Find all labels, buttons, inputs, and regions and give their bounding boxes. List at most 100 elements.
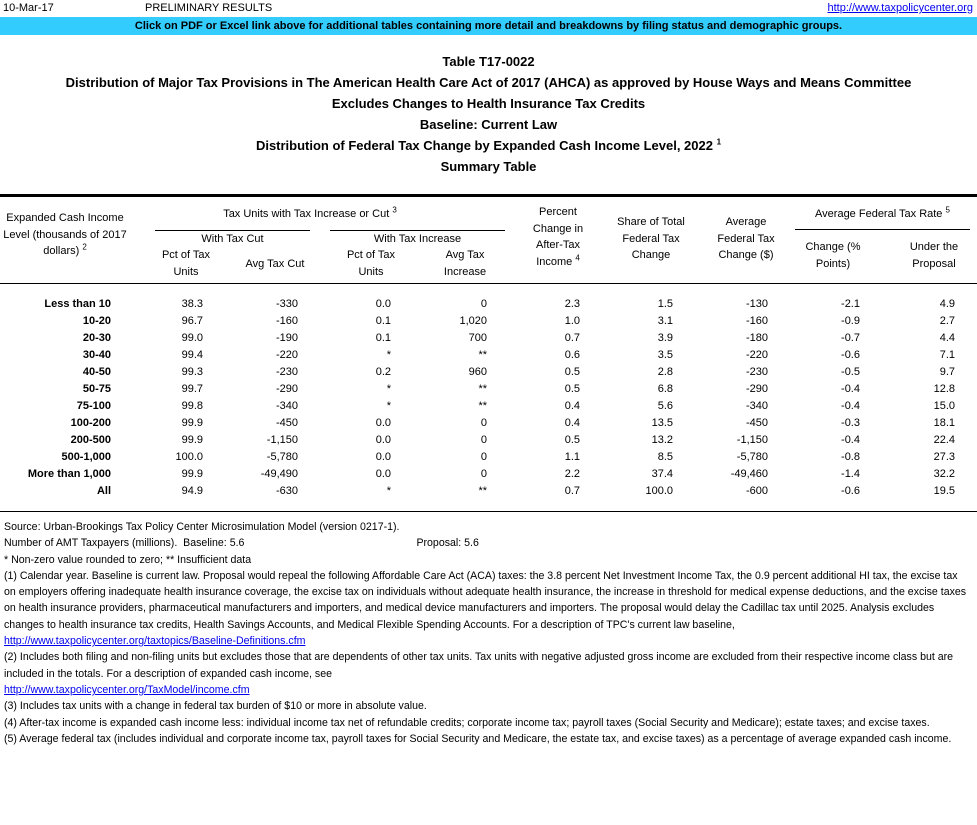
col-header-text: Percent Change in After-Tax Income xyxy=(532,206,584,268)
cell: -0.9 xyxy=(841,315,860,327)
cell: 0 xyxy=(480,298,487,310)
cell: 2.3 xyxy=(564,298,580,310)
row-label: 100-200 xyxy=(70,417,111,429)
title-line: Summary Table xyxy=(0,159,977,174)
cell: 2.7 xyxy=(939,315,955,327)
col-header: Average Federal Tax Change ($) xyxy=(717,216,775,261)
cell: -290 xyxy=(745,383,768,395)
cell: -630 xyxy=(275,485,298,497)
row-label: 30-40 xyxy=(82,349,111,361)
cell: 99.0 xyxy=(181,332,203,344)
cell: 100.0 xyxy=(175,451,203,463)
cell: -160 xyxy=(745,315,768,327)
row-label: 20-30 xyxy=(82,332,111,344)
cell: 0 xyxy=(480,451,487,463)
note-link[interactable]: http://www.taxpolicycenter.org/taxtopics… xyxy=(4,635,306,648)
cell: 99.9 xyxy=(181,417,203,429)
cell: 6.8 xyxy=(657,383,673,395)
cell: 0.0 xyxy=(375,451,391,463)
row-label: 10-20 xyxy=(82,315,111,327)
cell: 37.4 xyxy=(651,468,673,480)
cell: -450 xyxy=(745,417,768,429)
cell: -130 xyxy=(745,298,768,310)
cell: 700 xyxy=(468,332,487,344)
title-line: Table T17-0022 xyxy=(0,54,977,69)
cell: 0.0 xyxy=(375,417,391,429)
cell: 100.0 xyxy=(645,485,673,497)
group-header: Tax Units with Tax Increase or Cut 3 xyxy=(150,206,470,223)
cell: -160 xyxy=(275,315,298,327)
cell: -5,780 xyxy=(736,451,768,463)
row-label: 200-500 xyxy=(70,434,111,446)
cell: 0.5 xyxy=(564,383,580,395)
rule xyxy=(0,283,977,284)
cell: 0.1 xyxy=(375,315,391,327)
cell: 0 xyxy=(480,468,487,480)
cell: -2.1 xyxy=(841,298,860,310)
title-text: Baseline: Current Law xyxy=(419,117,558,132)
amt-line: Number of AMT Taxpayers (millions). Base… xyxy=(4,535,972,551)
cell: 99.7 xyxy=(181,383,203,395)
cell: 1.5 xyxy=(657,298,673,310)
cell: 4.9 xyxy=(939,298,955,310)
cell: -0.3 xyxy=(841,417,860,429)
cell: 99.4 xyxy=(181,349,203,361)
cell: -0.4 xyxy=(841,400,860,412)
cell: -0.8 xyxy=(841,451,860,463)
cell: 99.9 xyxy=(181,434,203,446)
site-link[interactable]: http://www.taxpolicycenter.org xyxy=(827,2,973,14)
cell: -1,150 xyxy=(266,434,298,446)
amt-baseline: Baseline: 5.6 xyxy=(183,537,245,550)
rule xyxy=(0,511,977,512)
cell: * xyxy=(386,485,391,497)
cell: 0.6 xyxy=(564,349,580,361)
row-label: 75-100 xyxy=(76,400,111,412)
cell: -49,460 xyxy=(730,468,768,480)
note: (2) Includes both filing and non-filing … xyxy=(4,651,954,680)
cell: ** xyxy=(478,400,487,412)
cell: 27.3 xyxy=(933,451,955,463)
amt-label: Number of AMT Taxpayers (millions). xyxy=(4,537,178,550)
cell: 99.8 xyxy=(181,400,203,412)
cell: 0.5 xyxy=(564,434,580,446)
cell: 13.2 xyxy=(651,434,673,446)
cell: 0 xyxy=(480,434,487,446)
cell: * xyxy=(386,349,391,361)
cell: ** xyxy=(478,349,487,361)
title-text: Distribution of Federal Tax Change by Ex… xyxy=(255,138,713,153)
note: (3) Includes tax units with a change in … xyxy=(4,700,427,713)
footnotes: Source: Urban-Brookings Tax Policy Cente… xyxy=(4,519,972,747)
status: PRELIMINARY RESULTS xyxy=(145,2,273,14)
cell: -0.4 xyxy=(841,434,860,446)
subgroup-header: With Tax Cut xyxy=(155,230,310,248)
cell: 13.5 xyxy=(651,417,673,429)
cell: -330 xyxy=(275,298,298,310)
cell: 96.7 xyxy=(181,315,203,327)
cell: 0.0 xyxy=(375,298,391,310)
cell: 19.5 xyxy=(933,485,955,497)
cell: * xyxy=(386,383,391,395)
title-line: Baseline: Current Law xyxy=(0,117,977,132)
note-ref: 3 xyxy=(392,205,397,215)
date: 10-Mar-17 xyxy=(3,2,54,14)
amt-proposal: Proposal: 5.6 xyxy=(416,537,479,550)
cell: -0.6 xyxy=(841,485,860,497)
cell: 8.5 xyxy=(657,451,673,463)
cell: -190 xyxy=(275,332,298,344)
cell: 0.4 xyxy=(564,417,580,429)
cell: -180 xyxy=(745,332,768,344)
note-link-line: http://www.taxpolicycenter.org/TaxModel/… xyxy=(4,682,972,698)
note-link[interactable]: http://www.taxpolicycenter.org/TaxModel/… xyxy=(4,683,250,696)
row-label: All xyxy=(96,485,111,497)
cell: 0.0 xyxy=(375,434,391,446)
cell: -230 xyxy=(745,366,768,378)
cell: ** xyxy=(478,485,487,497)
col-header: Percent Change in After-Tax Income 4 xyxy=(525,204,591,270)
row-label: 500-1,000 xyxy=(61,451,111,463)
cell: -220 xyxy=(275,349,298,361)
title-text: Summary Table xyxy=(440,159,537,174)
row-label: 50-75 xyxy=(82,383,111,395)
cell: -1,150 xyxy=(736,434,768,446)
note: (4) After-tax income is expanded cash in… xyxy=(4,716,930,729)
